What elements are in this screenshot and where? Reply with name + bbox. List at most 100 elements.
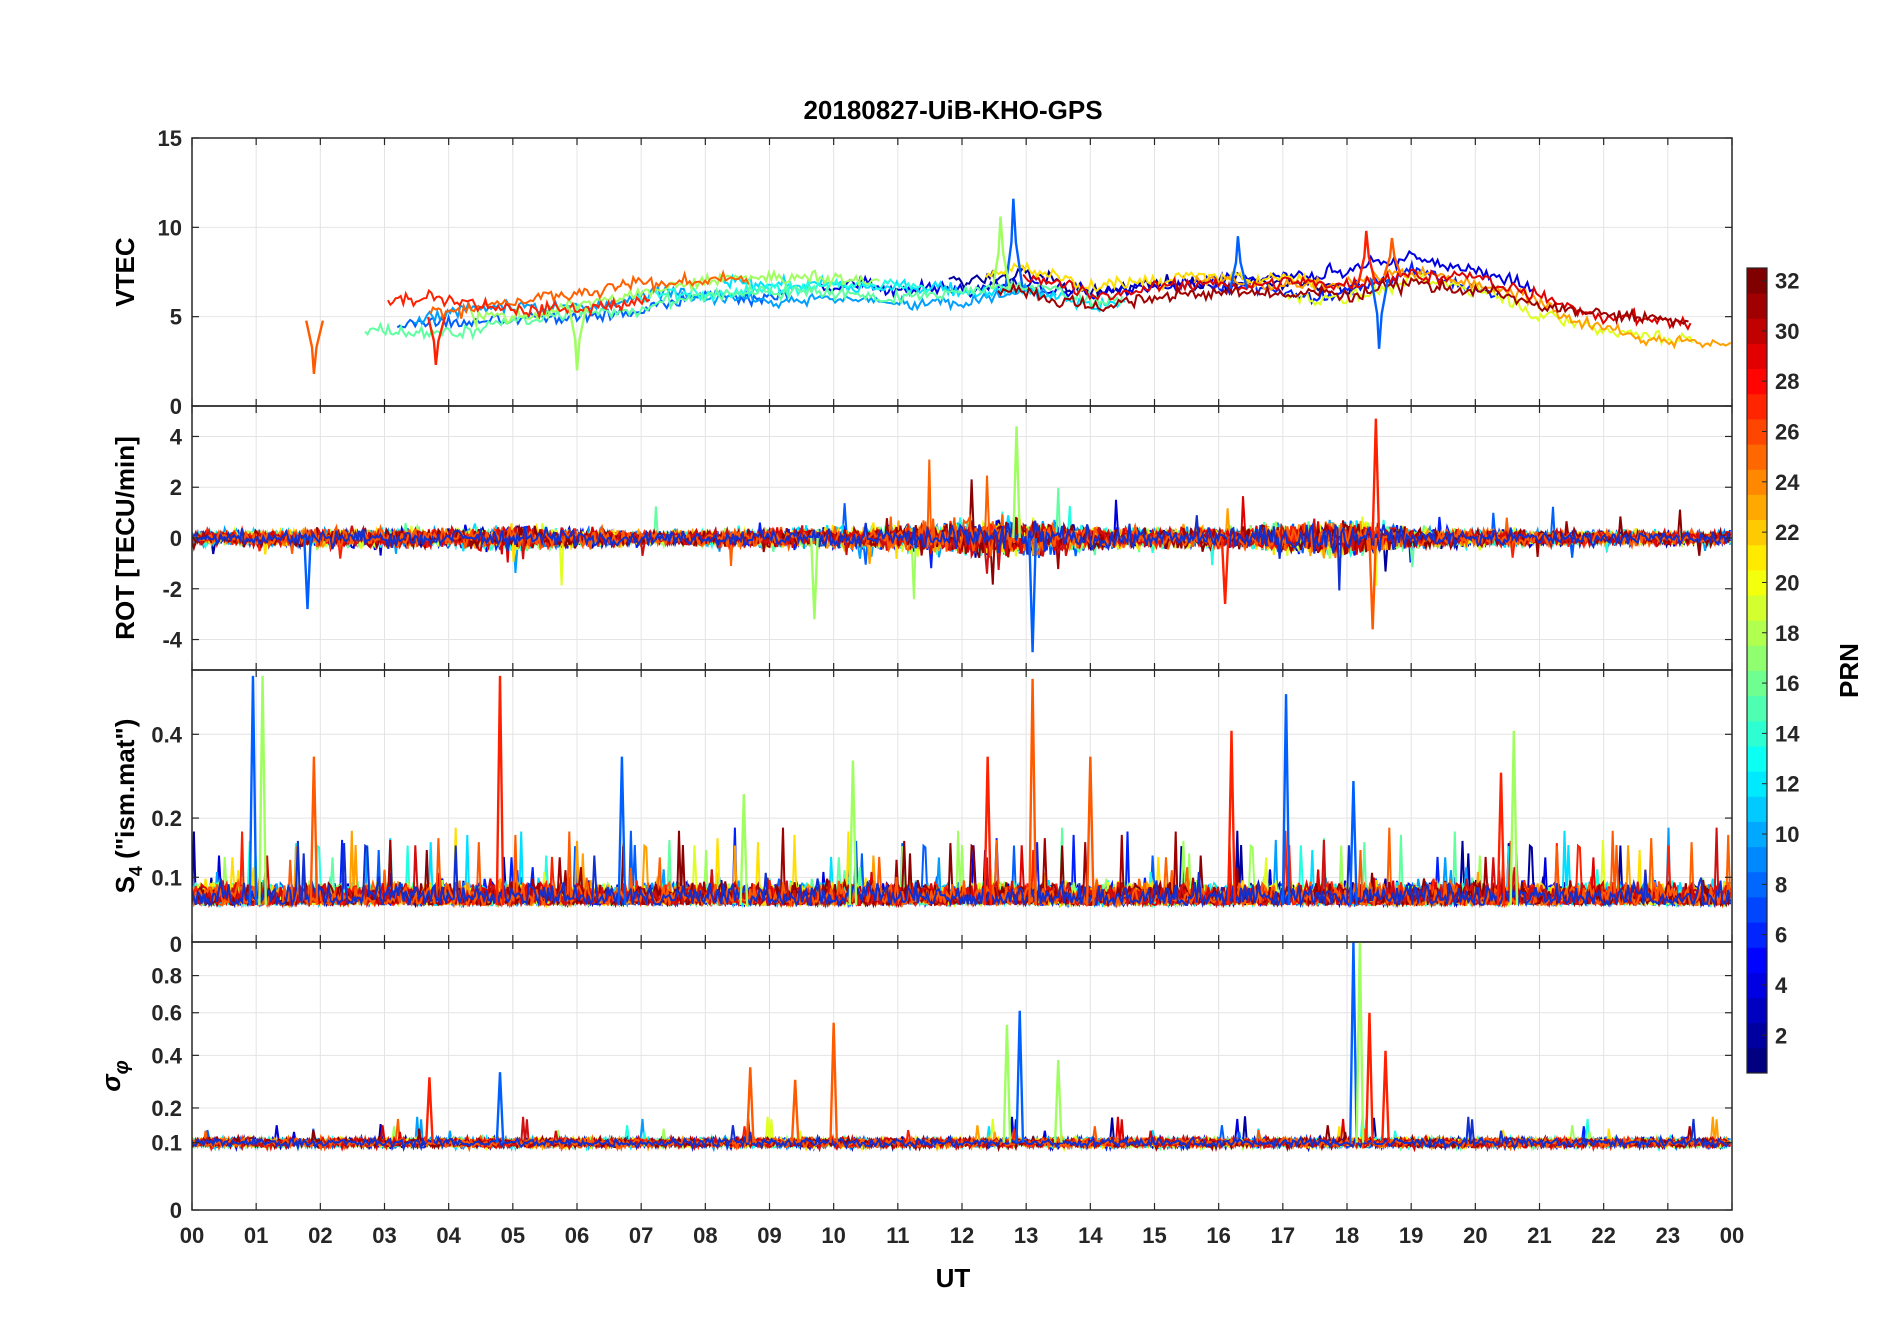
x-tick-label: 05 — [501, 1223, 525, 1248]
tick-marks — [191, 670, 1733, 942]
colorbar-segment — [1747, 896, 1767, 923]
colorbar-tick-label: 20 — [1775, 570, 1799, 595]
colorbar-segment — [1747, 544, 1767, 571]
colorbar-segment — [1747, 771, 1767, 797]
y-tick-label: 4 — [170, 424, 183, 449]
colorbar-segment — [1747, 1047, 1767, 1074]
data-spike — [829, 1022, 839, 1143]
data-spike — [790, 1079, 800, 1143]
data-spike — [1281, 694, 1291, 906]
notable-spikes — [425, 942, 1390, 1143]
y-tick-label: 0 — [170, 932, 182, 957]
colorbar-tick-label: 14 — [1775, 721, 1800, 746]
vtec-excursion — [1229, 236, 1249, 289]
colorbar-segment — [1747, 469, 1767, 495]
colorbar-tick-label: 22 — [1775, 520, 1799, 545]
data-spike — [303, 537, 312, 610]
y-tick-label: 15 — [158, 126, 182, 151]
data-trace — [192, 513, 1731, 558]
colorbar-segment — [1747, 368, 1767, 395]
x-tick-labels: 00 01 02 03 04 05 06 07 08 09 10 11 12 13 14 15 16 17 18 19… — [180, 1223, 1744, 1248]
data-spike — [495, 675, 505, 906]
y-label-subscript: 4 — [126, 866, 146, 876]
y-tick-label: 0 — [170, 394, 182, 419]
colorbar-segment — [1747, 268, 1767, 294]
vtec-excursion — [305, 320, 325, 374]
data-spike — [810, 537, 819, 620]
data-spike — [1002, 1024, 1012, 1143]
colorbar-frame — [1746, 267, 1768, 1074]
y-label-main: S — [110, 876, 140, 893]
data-trace — [1193, 265, 1732, 350]
data-spike — [309, 756, 319, 906]
colorbar-segment — [1747, 846, 1767, 873]
y-label-subscript: φ — [111, 1060, 133, 1074]
y-tick-label: 2 — [170, 475, 182, 500]
data-spike — [745, 1067, 755, 1143]
vtec-excursion — [568, 307, 588, 371]
data-spike — [1365, 1012, 1374, 1143]
data-spike — [739, 794, 749, 906]
colorbar-segment — [1747, 494, 1767, 521]
x-tick-label: 14 — [1078, 1223, 1103, 1248]
data-spike — [1371, 418, 1381, 539]
data-spike — [1015, 1010, 1025, 1143]
data-spike — [848, 760, 858, 906]
colorbar-segment — [1747, 720, 1767, 747]
colorbar-segment — [1747, 620, 1767, 646]
colorbar-segment — [1747, 972, 1767, 999]
tick-marks — [191, 942, 1733, 1211]
data-spike — [1496, 772, 1506, 906]
x-tick-label: 23 — [1656, 1223, 1680, 1248]
y-tick-label: 0.2 — [151, 806, 182, 831]
colorbar-segment — [1747, 645, 1767, 671]
vtec-excursion — [1004, 198, 1024, 287]
colorbar-tick-label: 30 — [1775, 319, 1799, 344]
y-axis-label: σφ — [96, 1060, 133, 1091]
y-tick-label: 0.8 — [151, 964, 182, 989]
data-spike — [1012, 426, 1021, 539]
y-tick-label: 0.4 — [151, 722, 182, 747]
data-trace — [192, 1116, 1731, 1153]
colorbar-label: PRN — [1834, 643, 1864, 698]
x-tick-label: 19 — [1399, 1223, 1423, 1248]
x-tick-label: 21 — [1527, 1223, 1551, 1248]
colorbar-tick-label: 12 — [1775, 772, 1799, 797]
colorbar-segment — [1747, 695, 1767, 722]
data-traces — [364, 249, 1732, 350]
y-axis-label: VTEC — [110, 237, 140, 307]
x-tick-label: 20 — [1463, 1223, 1487, 1248]
x-tick-label: 18 — [1335, 1223, 1359, 1248]
data-spike — [495, 1072, 505, 1143]
colorbar-tick-label: 2 — [1775, 1023, 1787, 1048]
y-label-rest: ("ism.mat") — [110, 719, 140, 866]
x-tick-label: 06 — [565, 1223, 589, 1248]
data-trace — [414, 282, 1057, 326]
x-tick-label: 03 — [372, 1223, 396, 1248]
y-tick-label: 5 — [170, 305, 182, 330]
colorbar-segment — [1747, 318, 1767, 344]
colorbar-segment — [1747, 871, 1767, 898]
y-axis-label: S4 ("ism.mat") — [110, 719, 146, 894]
y-tick-label: 10 — [158, 215, 182, 240]
y-tick-label: 0.2 — [151, 1096, 182, 1121]
data-spike — [1220, 537, 1230, 605]
colorbar-tick-label: 8 — [1775, 872, 1787, 897]
x-tick-label: 08 — [693, 1223, 717, 1248]
colorbar-segment — [1747, 796, 1767, 822]
chart-title: 20180827-UiB-KHO-GPS — [803, 95, 1102, 125]
data-traces — [192, 827, 1732, 909]
colorbar-segment — [1747, 519, 1767, 546]
tick-marks — [191, 137, 1733, 407]
data-trace — [818, 249, 1536, 300]
colorbar-tick-label: 26 — [1775, 420, 1799, 445]
colorbar-segment — [1747, 922, 1767, 948]
data-trace — [985, 261, 1318, 293]
vtec-excursion — [1383, 237, 1403, 276]
rot-panel: -4 -2 0 2 4 ROT [TECU/min] — [110, 405, 1733, 671]
y-tick-label: 0.4 — [151, 1043, 182, 1068]
colorbar-tick-label: 10 — [1775, 822, 1799, 847]
x-tick-label: 13 — [1014, 1223, 1038, 1248]
